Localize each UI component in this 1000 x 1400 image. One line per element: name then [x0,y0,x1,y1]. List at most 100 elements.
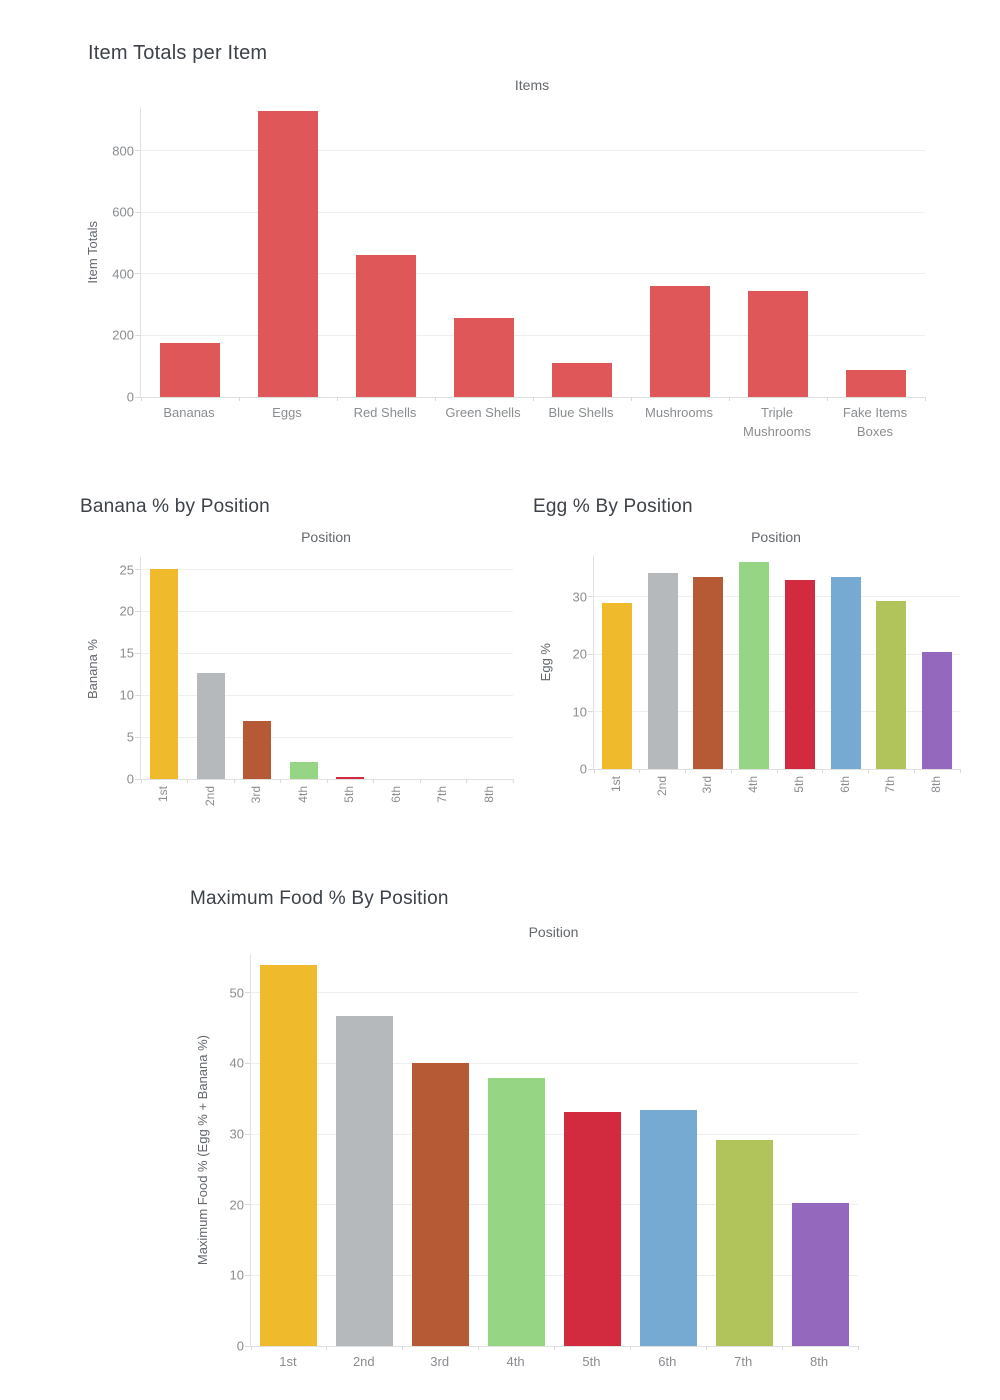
gridline [141,150,925,152]
gridline [251,1062,858,1064]
bars [141,557,513,779]
x-tick-label: Fake Items Boxes [842,405,908,439]
x-tick-label: 3rd [700,776,715,794]
x-label-slot: 5th [776,770,822,816]
bar-blue-shells[interactable] [552,363,612,397]
x-label-slot: Triple Mushrooms [728,398,826,442]
bar-5th[interactable] [784,579,815,769]
bar-2nd[interactable] [196,673,225,779]
x-tick-label: 4th [295,786,310,803]
y-tick-label: 15 [119,645,134,661]
y-tick-mark [245,1345,250,1347]
bars [594,555,960,769]
bar-7th[interactable] [876,601,907,769]
bar-2nd[interactable] [336,1016,394,1346]
bar-3rd[interactable] [243,721,272,779]
y-tick-mark [135,778,140,780]
top-axis-title: Position [301,529,351,545]
x-tick-mark [280,779,281,783]
bar-3rd[interactable] [412,1063,470,1346]
gridline [251,1133,858,1135]
bar-slot [827,107,925,397]
x-tick-label: 5th [582,1354,601,1369]
x-tick-label: 1st [608,776,623,793]
x-label-slot: 6th [629,1347,705,1372]
x-tick-mark [419,779,421,783]
y-axis-label: Item Totals [80,107,104,398]
x-label-slot: Eggs [238,398,336,442]
bar-triple-mushrooms[interactable] [748,290,808,397]
bar-slot [555,954,631,1346]
x-tick-label: 4th [746,776,761,793]
bar-red-shells[interactable] [356,254,416,397]
bar-eggs[interactable] [258,111,318,397]
x-label-slot: Blue Shells [532,398,630,442]
bar-mushrooms[interactable] [650,285,710,397]
x-tick-label: 7th [734,1354,753,1369]
y-tick-mark [135,736,140,738]
chart-item-totals: Item Totals per Item Items Item Totals 0… [80,42,960,442]
bar-6th[interactable] [639,1110,697,1346]
bar-7th[interactable] [715,1140,773,1346]
gridline [251,992,858,994]
x-label-slot: Mushrooms [630,398,728,442]
bar-slot [533,107,631,397]
x-tick-mark [913,769,915,773]
y-tick-label: 30 [229,1126,244,1142]
y-axis-label-text: Maximum Food % (Egg % + Banana %) [194,1035,210,1266]
bar-4th[interactable] [739,562,770,769]
bar-8th[interactable] [791,1202,849,1346]
bars [251,954,858,1346]
bar-slot [594,555,640,769]
bar-1st[interactable] [150,568,179,779]
chart-banana-pct: Banana % by Position Position Banana % 0… [80,496,530,826]
x-label-slot: 6th [822,770,868,816]
y-tick-mark [588,596,593,598]
bar-5th[interactable] [563,1111,621,1346]
x-tick-mark [593,769,595,773]
x-axis: 1st 2nd 3rd 4th 5th 6th 7th 8th [593,770,959,816]
x-tick-label: 3rd [249,786,264,804]
chart-title: Banana % by Position [80,496,270,517]
bar-slot [686,555,732,769]
x-tick-label: Green Shells [445,405,521,420]
x-tick-mark [776,769,778,773]
bar-fake-items-boxes[interactable] [846,369,906,397]
bar-5th[interactable] [336,776,365,779]
x-tick-mark [730,769,732,773]
bars [141,107,925,397]
x-tick-mark [685,769,686,773]
bar-bananas[interactable] [160,343,220,397]
y-tick-label: 600 [112,204,134,220]
bar-slot [281,557,328,779]
y-axis-label-text: Egg % [537,643,553,682]
bar-green-shells[interactable] [454,317,514,397]
bar-4th[interactable] [488,1078,546,1346]
y-tick-label: 10 [572,704,587,720]
bar-1st[interactable] [601,602,632,769]
y-axis-label: Egg % [533,555,557,770]
y-tick-label: 40 [229,1055,244,1071]
bar-slot [374,557,421,779]
bar-slot [251,954,327,1346]
bar-slot [327,954,403,1346]
x-tick-mark [554,1346,555,1350]
bar-8th[interactable] [922,651,953,769]
x-tick-label: 2nd [202,786,217,807]
y-tick-mark [588,711,593,713]
x-label-slot: 2nd [639,770,685,816]
y-axis-label-text: Banana % [84,638,100,699]
bar-6th[interactable] [830,576,861,769]
y-tick-mark [245,992,250,994]
bar-1st[interactable] [260,964,318,1346]
y-tick-label: 0 [126,389,134,405]
x-tick-label: 2nd [352,1354,375,1369]
bar-slot [403,954,479,1346]
x-tick-label: Blue Shells [548,405,614,420]
bar-2nd[interactable] [647,572,678,769]
bar-4th[interactable] [289,762,318,779]
chart-title: Egg % By Position [533,496,693,517]
x-axis: 1st 2nd 3rd 4th 5th 6th 7th 8th [250,1347,857,1372]
x-tick-label: Triple Mushrooms [743,405,811,439]
bar-3rd[interactable] [693,577,724,769]
